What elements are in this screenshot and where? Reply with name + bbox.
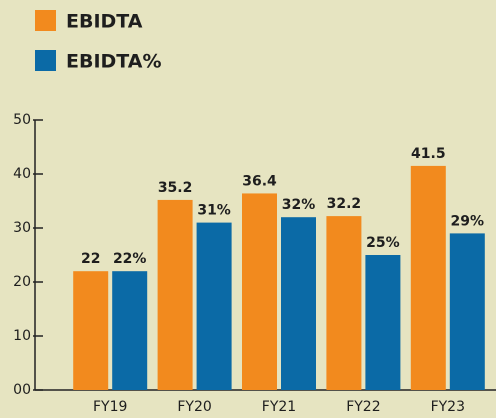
y-tick-label: 10 <box>13 328 31 344</box>
legend-swatch <box>35 50 56 71</box>
bar <box>73 271 109 390</box>
y-tick-label: 30 <box>13 220 31 236</box>
data-label: 35.2 <box>158 180 193 196</box>
data-label: 32.2 <box>327 196 362 212</box>
legend-label: EBIDTA <box>66 11 143 33</box>
data-label: 31% <box>197 203 231 219</box>
data-label: 29% <box>451 213 485 229</box>
bar <box>157 199 193 390</box>
x-tick-label: FY19 <box>93 399 127 415</box>
y-tick-label: 20 <box>13 274 31 290</box>
bar <box>112 271 148 390</box>
data-label: 22% <box>113 251 147 267</box>
data-label: 25% <box>366 235 400 251</box>
bar <box>242 193 277 390</box>
y-tick-label: 40 <box>13 166 31 182</box>
data-label: 41.5 <box>411 146 446 162</box>
data-label: 22 <box>81 251 100 267</box>
bar <box>410 165 446 390</box>
x-tick-label: FY23 <box>431 399 465 415</box>
y-tick-label: 00 <box>13 382 31 398</box>
x-tick-label: FY22 <box>346 399 380 415</box>
x-tick-label: FY20 <box>177 399 211 415</box>
bar <box>196 222 232 390</box>
legend-swatch <box>35 10 56 31</box>
bar <box>326 216 362 390</box>
data-label: 32% <box>282 197 316 213</box>
x-tick-label: FY21 <box>262 399 296 415</box>
bar <box>449 233 485 390</box>
bar <box>281 217 316 390</box>
bar <box>365 255 401 390</box>
y-tick-label: 50 <box>13 112 31 128</box>
legend-label: EBIDTA% <box>66 51 162 73</box>
data-label: 36.4 <box>242 173 277 189</box>
